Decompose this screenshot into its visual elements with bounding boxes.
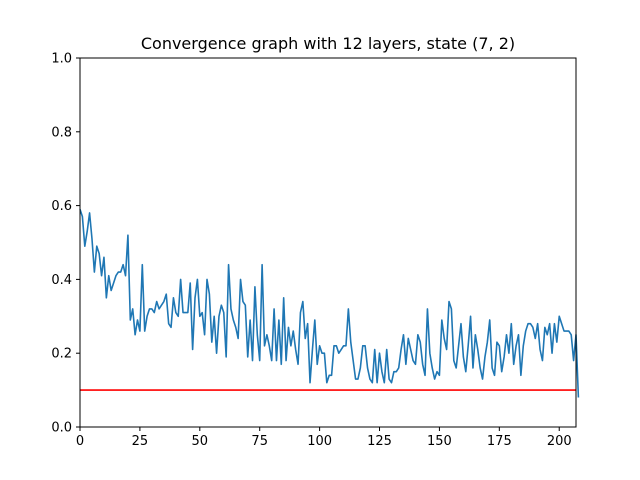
x-tick-label: 100 [307,434,332,449]
x-tick-label: 150 [427,434,452,449]
x-tick-label: 125 [367,434,392,449]
y-tick-label: 0.6 [51,199,72,214]
data-layer [79,209,580,398]
y-tick-label: 0.8 [51,125,72,140]
x-tick-label: 0 [76,434,84,449]
y-tick-label: 0.0 [51,421,72,436]
plot-frame [79,57,577,428]
x-tick-label: 25 [132,434,149,449]
series-line-0 [79,209,580,398]
y-tick-label: 0.2 [51,347,72,362]
y-tick-label: 0.4 [51,273,72,288]
x-tick-label: 175 [487,434,512,449]
y-tick-label: 1.0 [51,52,72,67]
chart-title: Convergence graph with 12 layers, state … [141,34,515,53]
x-tick-label: 50 [192,434,209,449]
x-tick-label: 75 [251,434,268,449]
x-tick-label: 200 [547,434,572,449]
axis-layer: 0 25 50 75 100 125 150 175 200 0.0 0.2 0.4 0.6 0.8 1.0 [51,52,571,450]
